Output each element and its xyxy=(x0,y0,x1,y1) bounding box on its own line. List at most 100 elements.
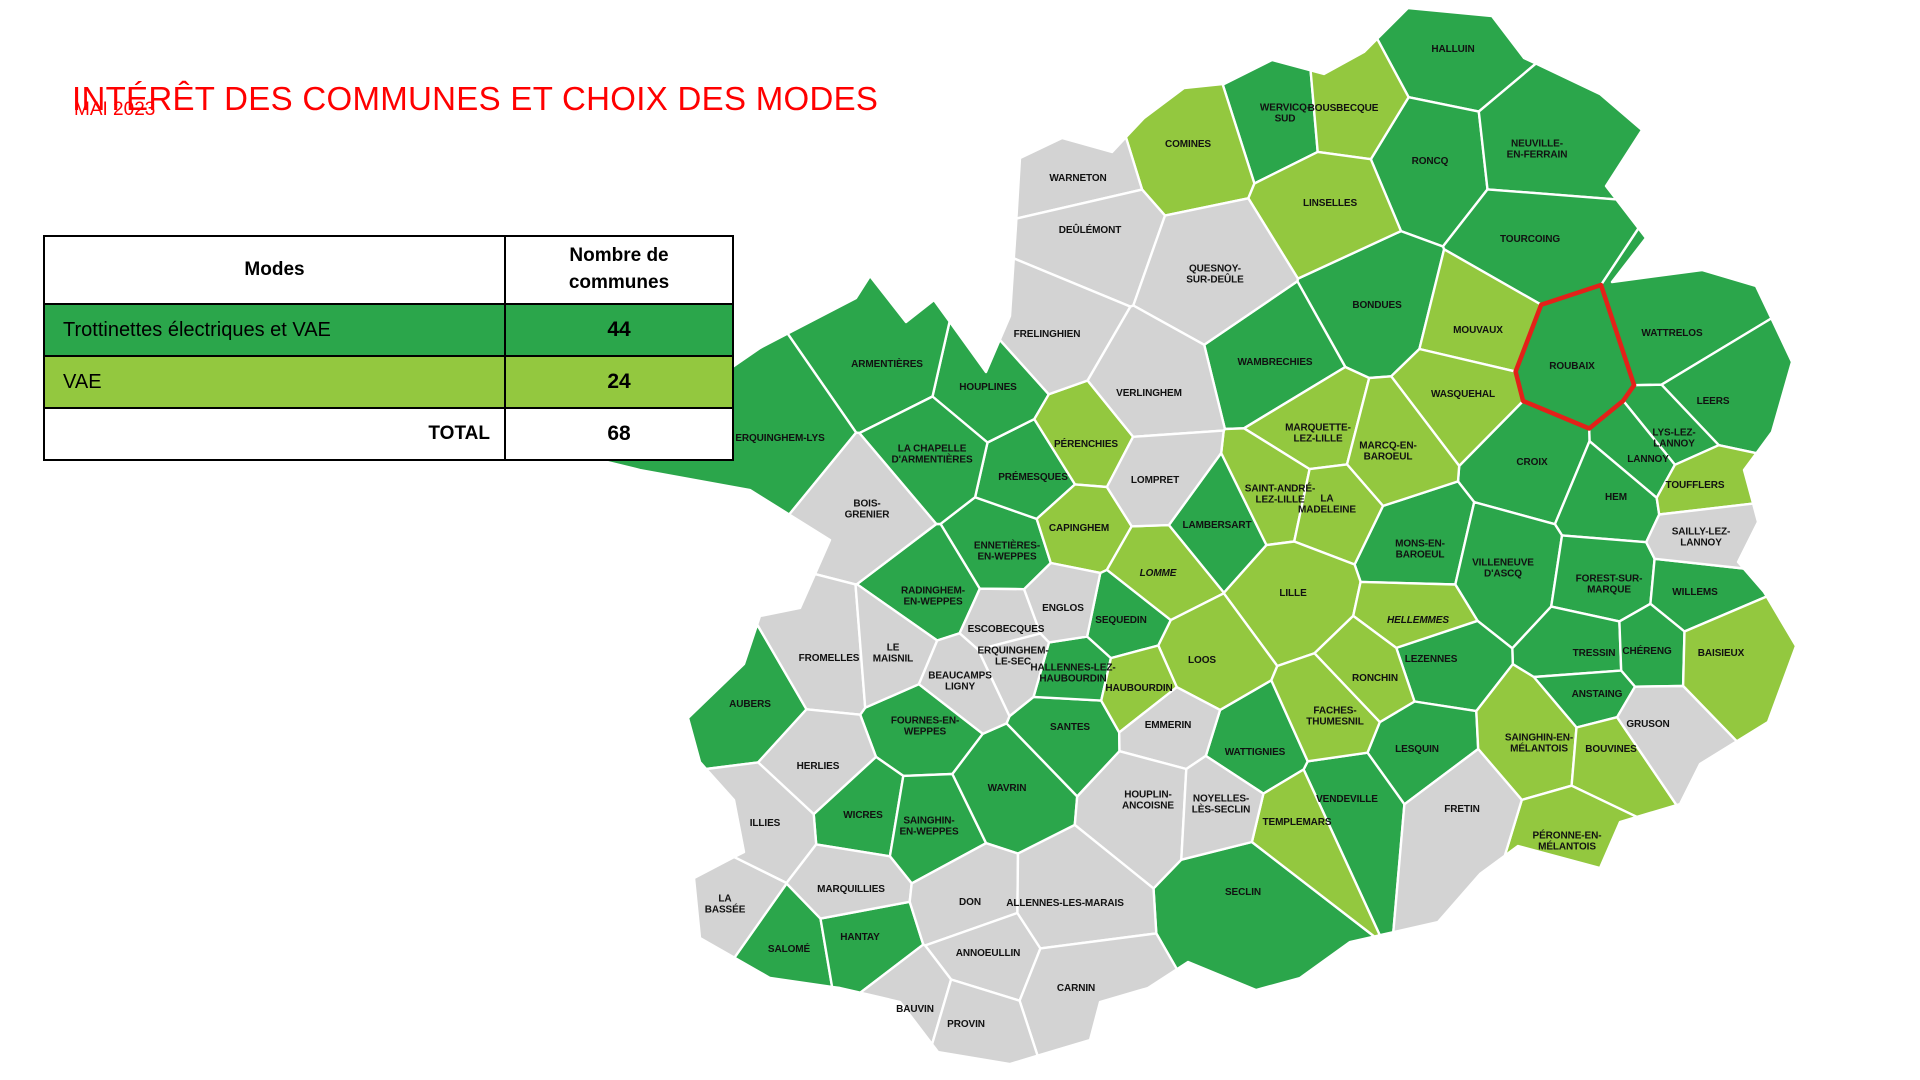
commune-label-capinghem: CAPINGHEM xyxy=(1049,523,1109,534)
commune-label-forest-sur-marque: FOREST-SUR-MARQUE xyxy=(1576,574,1643,596)
commune-label-houplin-ancoisne: HOUPLIN-ANCOISNE xyxy=(1122,790,1174,812)
commune-label-lomme: LOMME xyxy=(1140,568,1177,579)
commune-label-marquette-lez-lille: MARQUETTE-LEZ-LILLE xyxy=(1285,423,1351,445)
col-header-count: Nombre de communes xyxy=(504,235,734,305)
commune-label-illies: ILLIES xyxy=(750,818,781,829)
commune-label-salome: SALOMÉ xyxy=(768,942,811,955)
commune-label-marquillies: MARQUILLIES xyxy=(817,884,885,895)
commune-label-quesnoy-sur-deule: QUESNOY-SUR-DEÛLE xyxy=(1186,264,1244,286)
commune-label-faches-thumesnil: FACHES-THUMESNIL xyxy=(1306,706,1363,728)
commune-label-mouvaux: MOUVAUX xyxy=(1453,325,1503,336)
commune-label-herlies: HERLIES xyxy=(797,761,840,772)
commune-cell-peronne-en-melantois xyxy=(1503,784,1639,870)
commune-label-emmerin: EMMERIN xyxy=(1145,720,1192,731)
commune-label-annoeullin: ANNOEULLIN xyxy=(956,948,1021,959)
commune-label-neuville-en-ferrain: NEUVILLE-EN-FERRAIN xyxy=(1507,139,1568,161)
commune-label-la-madeleine: LA MADELEINE xyxy=(1298,494,1356,516)
commune-label-la-chapelle-d-armentieres: LA CHAPELLE D'ARMENTIÈRES xyxy=(891,444,973,466)
total-value-cell: 68 xyxy=(504,407,734,461)
commune-label-beaucamps-ligny: BEAUCAMPS LIGNY xyxy=(928,671,992,693)
commune-label-mons-en-baroeul: MONS-EN-BAROEUL xyxy=(1395,539,1445,561)
commune-label-gruson: GRUSON xyxy=(1626,719,1669,730)
roubaix-highlight-outline xyxy=(1513,282,1637,431)
commune-cell-fretin xyxy=(1392,747,1524,934)
commune-label-croix: CROIX xyxy=(1516,457,1548,468)
commune-label-toufflers: TOUFFLERS xyxy=(1666,480,1725,491)
commune-label-wattrelos: WATTRELOS xyxy=(1641,328,1703,339)
commune-cell-carnin xyxy=(1018,932,1179,1057)
commune-label-premesques: PRÉMESQUES xyxy=(998,470,1068,483)
commune-cells xyxy=(552,6,1798,1066)
commune-label-escobecques: ESCOBECQUES xyxy=(968,624,1045,635)
commune-label-wambrechies: WAMBRECHIES xyxy=(1237,357,1312,368)
commune-cell-noyelles-les-seclin xyxy=(1180,754,1265,861)
commune-label-fournes-en-weppes: FOURNES-EN-WEPPES xyxy=(891,716,959,738)
commune-label-bois-grenier: BOIS-GRENIER xyxy=(845,499,891,521)
mode-cell: Trottinettes électriques et VAE xyxy=(43,303,506,357)
commune-label-lambersart: LAMBERSART xyxy=(1183,520,1252,531)
commune-label-baisieux: BAISIEUX xyxy=(1698,648,1745,659)
commune-label-loos: LOOS xyxy=(1188,655,1216,666)
commune-label-hallennes-lez-haubourdin: HALLENNES-LEZ-HAUBOURDIN xyxy=(1030,663,1115,685)
commune-cell-la-bassee xyxy=(692,855,788,959)
commune-label-englos: ENGLOS xyxy=(1042,603,1084,614)
mode-cell: VAE xyxy=(43,355,506,409)
commune-label-fromelles: FROMELLES xyxy=(799,653,860,664)
table-row: VAE 24 xyxy=(43,355,734,409)
commune-cell-gruson xyxy=(1615,684,1739,807)
commune-label-don: DON xyxy=(959,897,981,908)
commune-label-sailly-lez-lannoy: SAILLY-LEZ-LANNOY xyxy=(1672,527,1731,549)
commune-cell-beaucamps-ligny xyxy=(917,632,1011,735)
commune-label-le-maisnil: LE MAISNIL xyxy=(873,643,913,665)
commune-label-bondues: BONDUES xyxy=(1352,300,1402,311)
commune-label-la-bassee: LA BASSÉE xyxy=(705,894,746,916)
commune-label-linselles: LINSELLES xyxy=(1303,198,1358,209)
commune-label-perenchies: PÉRENCHIES xyxy=(1054,437,1118,450)
modes-table: Modes Nombre de communes Trottinettes él… xyxy=(43,235,734,461)
commune-label-vendeville: VENDEVILLE xyxy=(1316,794,1378,805)
count-cell: 24 xyxy=(504,355,734,409)
commune-label-hem: HEM xyxy=(1605,492,1627,503)
commune-label-allennes-les-marais: ALLENNES-LES-MARAIS xyxy=(1006,898,1124,909)
page-subtitle: MAI 2023 xyxy=(74,99,156,120)
commune-label-villeneuve-d-ascq: VILLENEUVE D'ASCQ xyxy=(1472,558,1534,580)
commune-label-halluin: HALLUIN xyxy=(1431,44,1474,55)
commune-label-lille: LILLE xyxy=(1279,588,1307,599)
commune-label-roubaix: ROUBAIX xyxy=(1549,361,1595,372)
total-row: TOTAL 68 xyxy=(43,407,734,461)
commune-label-bouvines: BOUVINES xyxy=(1585,744,1637,755)
commune-label-houplines: HOUPLINES xyxy=(959,382,1017,393)
commune-cell-faches-thumesnil xyxy=(1270,652,1382,763)
commune-label-lompret: LOMPRET xyxy=(1131,475,1179,486)
commune-label-comines: COMINES xyxy=(1165,139,1211,150)
commune-label-santes: SANTES xyxy=(1050,722,1090,733)
commune-label-deulemont: DEÛLÉMONT xyxy=(1059,223,1121,236)
commune-label-tourcoing: TOURCOING xyxy=(1500,234,1560,245)
commune-label-radinghem-en-weppes: RADINGHEM-EN-WEPPES xyxy=(901,586,965,608)
commune-label-hellemmes: HELLEMMES xyxy=(1387,615,1449,626)
page-title: INTÉRÊT DES COMMUNES ET CHOIX DES MODES xyxy=(72,80,879,118)
commune-label-lannoy: LANNOY xyxy=(1627,454,1669,465)
commune-label-seclin: SECLIN xyxy=(1225,887,1261,898)
commune-label-chereng: CHÉRENG xyxy=(1622,644,1672,657)
commune-label-bousbecque: BOUSBECQUE xyxy=(1308,103,1379,114)
commune-label-lys-lez-lannoy: LYS-LEZ-LANNOY xyxy=(1652,428,1695,450)
commune-label-templemars: TEMPLEMARS xyxy=(1262,817,1331,828)
commune-label-wavrin: WAVRIN xyxy=(988,783,1027,794)
commune-label-wasquehal: WASQUEHAL xyxy=(1431,389,1495,400)
commune-label-wervicq-sud: WERVICQ-SUD xyxy=(1260,103,1310,125)
commune-label-haubourdin: HAUBOURDIN xyxy=(1105,683,1172,694)
commune-label-fretin: FRETIN xyxy=(1444,804,1480,815)
commune-label-leers: LEERS xyxy=(1697,396,1730,407)
commune-cell-hellemmes xyxy=(1351,580,1479,650)
commune-label-armentieres: ARMENTIÈRES xyxy=(851,357,923,370)
commune-label-peronne-en-melantois: PÉRONNE-EN-MÉLANTOIS xyxy=(1533,829,1602,853)
commune-cell-sailly-lez-lannoy xyxy=(1644,502,1760,570)
commune-cell-lompret xyxy=(1105,429,1225,528)
commune-label-anstaing: ANSTAING xyxy=(1572,689,1623,700)
commune-cell-bousbecque xyxy=(1309,37,1410,161)
commune-label-bauvin: BAUVIN xyxy=(896,1004,934,1015)
commune-labels: HALLUIN WERVICQ-SUD RONCQ NEUVILLE-EN-FERRA… xyxy=(705,44,1745,1030)
commune-label-lezennes: LEZENNES xyxy=(1405,654,1458,665)
